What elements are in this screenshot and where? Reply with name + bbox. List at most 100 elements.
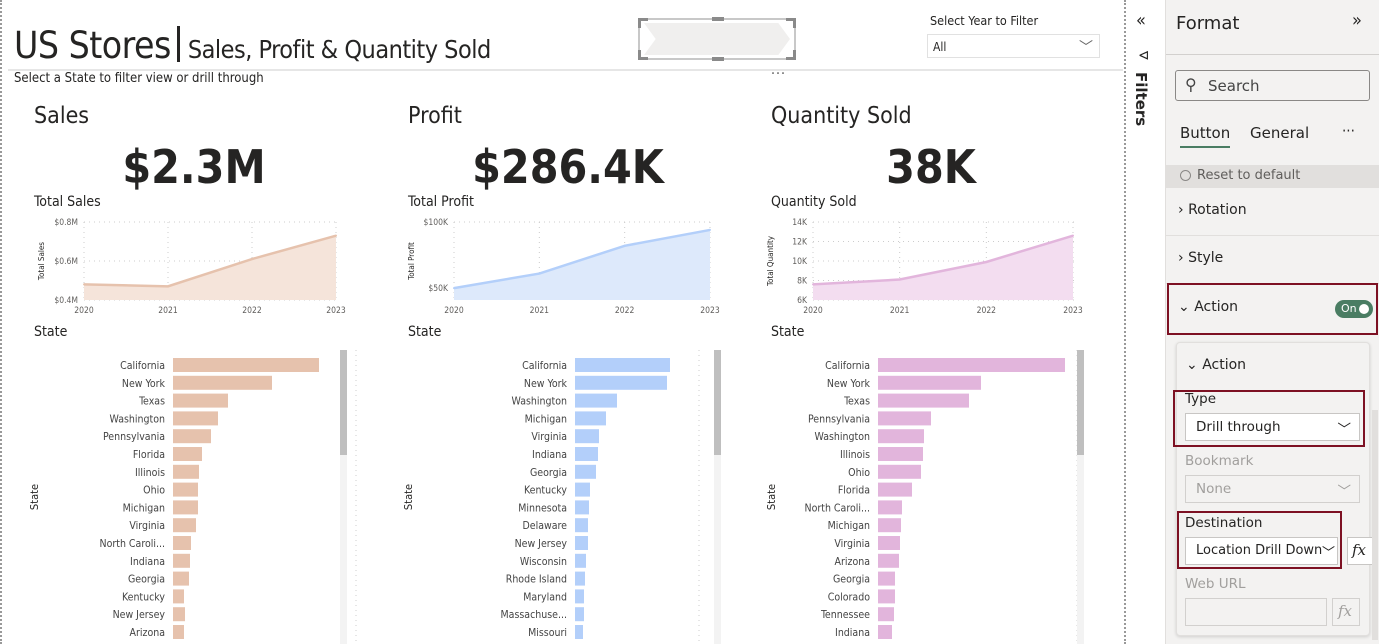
tab-button[interactable]: Button xyxy=(1180,124,1231,148)
data-point[interactable] xyxy=(985,260,988,263)
bar[interactable] xyxy=(575,464,596,479)
section-style[interactable]: › Style xyxy=(1166,236,1379,284)
state-label[interactable]: Arizona xyxy=(835,556,870,568)
bar[interactable] xyxy=(173,571,189,586)
state-label[interactable]: Maryland xyxy=(523,591,567,603)
bar[interactable] xyxy=(575,411,606,426)
bar[interactable] xyxy=(878,536,900,550)
search-input[interactable]: ⚲ Search xyxy=(1175,70,1370,101)
bar[interactable] xyxy=(575,429,599,444)
bar[interactable] xyxy=(575,589,584,604)
scrollbar-track[interactable] xyxy=(1077,350,1084,644)
bar[interactable] xyxy=(878,571,895,586)
bar[interactable] xyxy=(173,429,211,444)
state-label[interactable]: New Jersey xyxy=(515,538,568,550)
state-label[interactable]: Michigan xyxy=(123,502,165,514)
bar[interactable] xyxy=(878,464,921,479)
data-point[interactable] xyxy=(167,285,169,288)
data-point[interactable] xyxy=(1072,234,1074,237)
section-rotation[interactable]: › Rotation xyxy=(1166,188,1379,236)
expand-right-icon[interactable]: » xyxy=(1352,10,1362,31)
bar[interactable] xyxy=(575,607,584,622)
bar[interactable] xyxy=(575,482,590,497)
state-label[interactable]: New York xyxy=(122,378,166,390)
bar-chart[interactable]: California New York Texas Washington Pennsyl… xyxy=(26,350,366,644)
state-label[interactable]: Virginia xyxy=(129,520,165,532)
tab-general[interactable]: General xyxy=(1250,124,1310,142)
state-label[interactable]: New York xyxy=(827,378,871,390)
destination-dropdown[interactable]: Location Drill Down ﹀ xyxy=(1185,537,1338,565)
bar[interactable] xyxy=(173,393,228,408)
state-label[interactable]: Indiana xyxy=(130,556,165,568)
filters-label[interactable]: Filters xyxy=(1132,72,1150,127)
state-label[interactable]: Washington xyxy=(512,396,567,408)
state-label[interactable]: Illinois xyxy=(840,449,870,461)
state-label[interactable]: Rhode Island xyxy=(506,574,567,586)
bar[interactable] xyxy=(878,375,981,390)
bar-chart[interactable]: California New York Texas Pennsylvania Washi… xyxy=(763,350,1103,644)
state-label[interactable]: Delaware xyxy=(523,520,568,532)
state-label[interactable]: Florida xyxy=(838,485,870,497)
bar[interactable] xyxy=(878,482,912,497)
scrollbar-thumb[interactable] xyxy=(1077,350,1084,455)
scrollbar-track[interactable] xyxy=(340,350,347,644)
drill-through-button[interactable] xyxy=(638,17,796,61)
bar[interactable] xyxy=(173,482,198,497)
state-label[interactable]: Florida xyxy=(133,449,165,461)
bar[interactable] xyxy=(575,571,585,586)
bar[interactable] xyxy=(173,464,199,479)
state-label[interactable]: Arizona xyxy=(130,627,165,639)
data-point[interactable] xyxy=(335,234,337,237)
state-label[interactable]: Georgia xyxy=(833,574,870,586)
bar[interactable] xyxy=(575,393,617,408)
state-label[interactable]: Texas xyxy=(843,396,870,408)
state-label[interactable]: Kentucky xyxy=(122,591,165,603)
bar[interactable] xyxy=(575,447,598,461)
action-toggle[interactable]: On xyxy=(1335,300,1373,318)
state-label[interactable]: Virginia xyxy=(531,431,567,443)
scrollbar-thumb[interactable] xyxy=(714,350,721,455)
state-label[interactable]: Missouri xyxy=(528,627,567,639)
scrollbar-track[interactable] xyxy=(714,350,721,644)
bar[interactable] xyxy=(575,553,586,568)
bar[interactable] xyxy=(878,625,892,639)
bar[interactable] xyxy=(878,411,931,426)
state-label[interactable]: Massachuse... xyxy=(501,609,567,621)
state-label[interactable]: Pennsylvania xyxy=(103,431,165,443)
data-point[interactable] xyxy=(623,244,626,247)
data-point[interactable] xyxy=(709,228,711,231)
bar[interactable] xyxy=(173,536,191,550)
bar[interactable] xyxy=(173,447,202,461)
state-label[interactable]: Indiana xyxy=(532,449,567,461)
state-label[interactable]: Virginia xyxy=(834,538,870,550)
data-point[interactable] xyxy=(812,283,814,286)
collapse-left-icon[interactable]: « xyxy=(1136,10,1146,31)
pane-scrollbar[interactable] xyxy=(1372,410,1378,640)
state-label[interactable]: Michigan xyxy=(525,413,567,425)
state-label[interactable]: New York xyxy=(524,378,568,390)
bar[interactable] xyxy=(173,553,190,568)
state-label[interactable]: Kentucky xyxy=(524,485,567,497)
bar[interactable] xyxy=(575,358,670,372)
state-label[interactable]: North Caroli... xyxy=(100,538,165,550)
data-point[interactable] xyxy=(898,278,901,281)
data-point[interactable] xyxy=(453,287,455,290)
year-slicer-dropdown[interactable]: All ﹀ xyxy=(927,34,1100,58)
state-label[interactable]: Michigan xyxy=(828,520,870,532)
data-point[interactable] xyxy=(538,272,541,275)
more-options-icon[interactable]: ··· xyxy=(1342,122,1355,140)
state-label[interactable]: Pennsylvania xyxy=(808,413,870,425)
bar[interactable] xyxy=(878,429,924,444)
state-label[interactable]: Georgia xyxy=(530,467,567,479)
state-label[interactable]: Wisconsin xyxy=(520,556,567,568)
bar[interactable] xyxy=(878,607,894,622)
fx-button[interactable]: fx xyxy=(1347,537,1374,565)
state-label[interactable]: California xyxy=(120,360,165,372)
area-chart[interactable]: $50K $100K 2020 2021 2022 2023 Total Profit xyxy=(400,212,740,322)
bar[interactable] xyxy=(575,536,588,550)
state-label[interactable]: Ohio xyxy=(848,467,870,479)
bar[interactable] xyxy=(173,607,185,622)
bar[interactable] xyxy=(173,375,272,390)
bar[interactable] xyxy=(575,375,667,390)
bar[interactable] xyxy=(878,393,969,408)
